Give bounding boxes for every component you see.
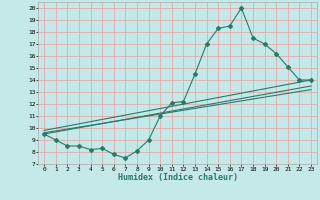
- X-axis label: Humidex (Indice chaleur): Humidex (Indice chaleur): [118, 173, 238, 182]
